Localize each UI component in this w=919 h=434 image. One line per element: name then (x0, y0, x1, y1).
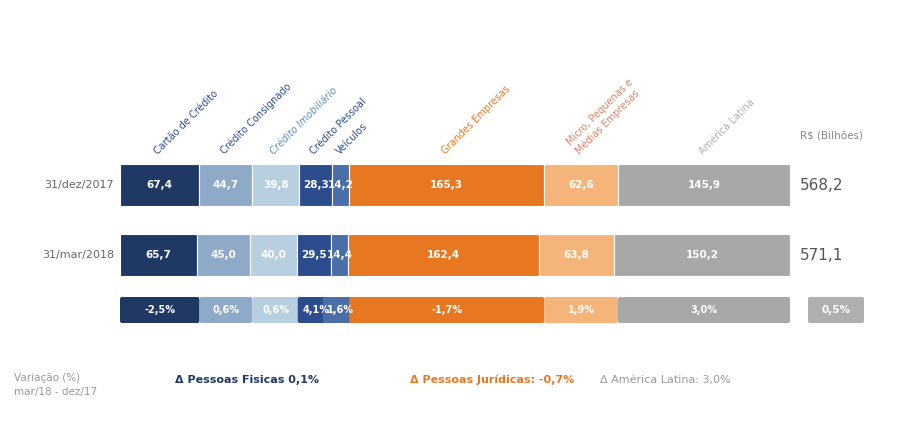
Text: 3,0%: 3,0% (690, 305, 718, 315)
Bar (349, 164, 544, 206)
Text: Cartão de Crédito: Cartão de Crédito (153, 88, 221, 156)
Text: 31/dez/2017: 31/dez/2017 (44, 180, 114, 190)
Text: R$ (Bilhões): R$ (Bilhões) (800, 131, 863, 141)
Text: 0,6%: 0,6% (212, 305, 239, 315)
Text: 65,7: 65,7 (145, 250, 172, 260)
FancyBboxPatch shape (323, 297, 358, 323)
Text: 29,5: 29,5 (301, 250, 327, 260)
FancyBboxPatch shape (120, 297, 199, 323)
Text: 0,5%: 0,5% (822, 305, 850, 315)
Text: 31/mar/2018: 31/mar/2018 (42, 250, 114, 260)
FancyBboxPatch shape (808, 297, 864, 323)
Text: 39,8: 39,8 (263, 180, 289, 190)
Text: 162,4: 162,4 (427, 250, 460, 260)
FancyBboxPatch shape (298, 297, 334, 323)
Bar (252, 164, 299, 206)
Text: 145,9: 145,9 (687, 180, 720, 190)
Bar (197, 234, 250, 276)
Text: 4,1%: 4,1% (302, 305, 329, 315)
Bar (544, 164, 618, 206)
Text: Δ Pessoas Fisicas 0,1%: Δ Pessoas Fisicas 0,1% (175, 375, 319, 385)
Text: Micro, Pequenas e
Médias Empresas: Micro, Pequenas e Médias Empresas (565, 77, 644, 156)
Text: 40,0: 40,0 (260, 250, 287, 260)
Bar (348, 234, 539, 276)
Bar (332, 234, 348, 276)
Bar (120, 164, 199, 206)
FancyBboxPatch shape (252, 297, 299, 323)
Text: 165,3: 165,3 (430, 180, 463, 190)
Text: 150,2: 150,2 (686, 250, 719, 260)
Text: 62,6: 62,6 (568, 180, 594, 190)
Text: 0,6%: 0,6% (262, 305, 289, 315)
Text: 568,2: 568,2 (800, 178, 844, 193)
Text: Veículos: Veículos (334, 121, 369, 156)
Text: 1,9%: 1,9% (568, 305, 595, 315)
Bar (618, 164, 790, 206)
Text: Crédito Pessoal: Crédito Pessoal (309, 96, 369, 156)
Text: América Latina: América Latina (697, 97, 756, 156)
Bar (250, 234, 297, 276)
Text: -2,5%: -2,5% (144, 305, 176, 315)
FancyBboxPatch shape (349, 297, 544, 323)
Bar (297, 234, 332, 276)
Text: 1,6%: 1,6% (327, 305, 355, 315)
Text: 45,0: 45,0 (210, 250, 236, 260)
Bar (539, 234, 614, 276)
Text: Δ Pessoas Jurídicas: -0,7%: Δ Pessoas Jurídicas: -0,7% (410, 375, 574, 385)
Text: 67,4: 67,4 (147, 180, 173, 190)
Text: Crédito Imobiliário: Crédito Imobiliário (268, 85, 339, 156)
Text: -1,7%: -1,7% (431, 305, 462, 315)
Bar (333, 164, 349, 206)
FancyBboxPatch shape (618, 297, 790, 323)
Text: 571,1: 571,1 (800, 247, 844, 263)
Text: Grandes Empresas: Grandes Empresas (439, 84, 512, 156)
Text: 14,4: 14,4 (327, 250, 353, 260)
Text: 44,7: 44,7 (213, 180, 239, 190)
Text: Crédito Consignado: Crédito Consignado (219, 81, 293, 156)
FancyBboxPatch shape (544, 297, 618, 323)
Bar (299, 164, 333, 206)
Text: 28,3: 28,3 (303, 180, 329, 190)
FancyBboxPatch shape (199, 297, 252, 323)
Text: 14,2: 14,2 (328, 180, 354, 190)
Bar (199, 164, 252, 206)
Bar (120, 234, 197, 276)
Text: Δ América Latina: 3,0%: Δ América Latina: 3,0% (600, 375, 731, 385)
Text: 63,8: 63,8 (563, 250, 589, 260)
Bar (614, 234, 790, 276)
Text: Variação (%)
mar/18 - dez/17: Variação (%) mar/18 - dez/17 (14, 373, 97, 397)
